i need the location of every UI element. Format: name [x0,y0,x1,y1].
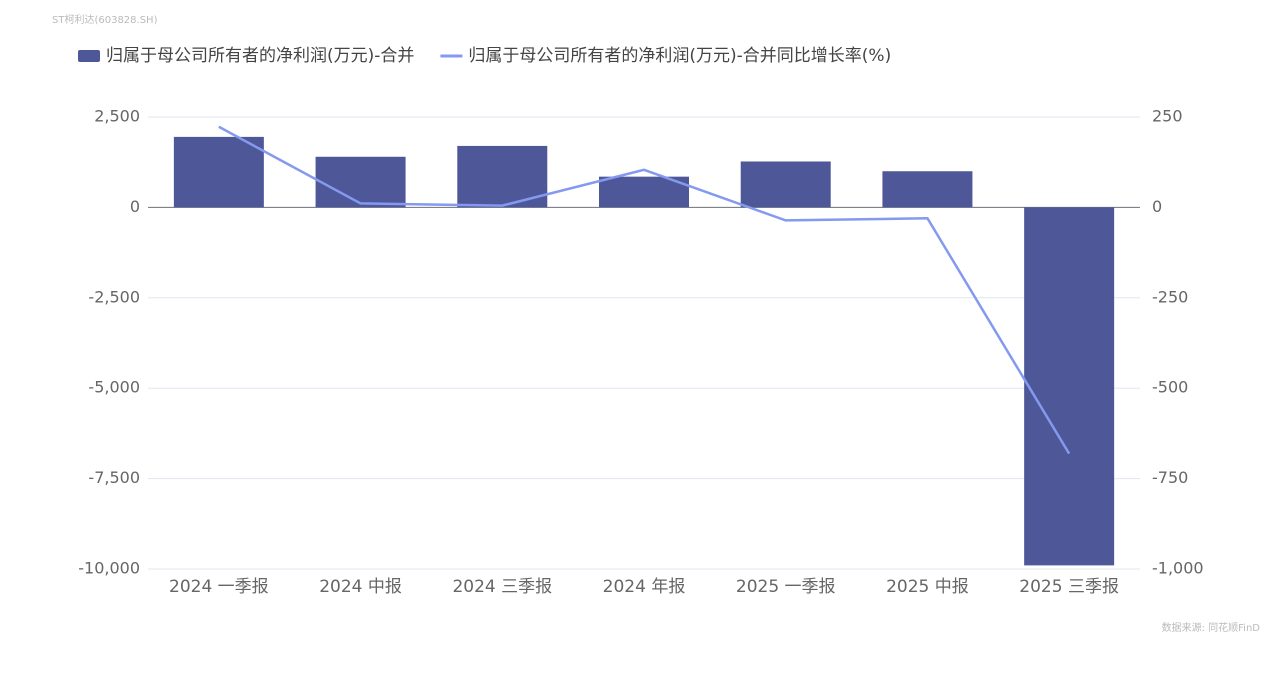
bar [315,156,406,208]
bar [882,171,973,208]
x-tick-label: 2024 中报 [319,577,402,597]
x-tick-label: 2025 三季报 [1019,577,1119,597]
x-tick-label: 2024 三季报 [452,577,552,597]
bar [1024,207,1115,566]
y2-tick-label: -250 [1152,287,1188,306]
y2-tick-label: -750 [1152,468,1188,487]
y-tick-label: -10,000 [78,559,140,578]
y-tick-label: -2,500 [88,287,140,306]
y2-tick-label: 0 [1152,197,1162,216]
chart-title: ST柯利达(603828.SH) [52,13,158,26]
bar [740,161,831,208]
legend-label: 归属于母公司所有者的净利润(万元)-合并同比增长率(%) [468,46,891,66]
y2-tick-label: -1,000 [1152,559,1204,578]
x-tick-label: 2024 一季报 [169,577,269,597]
legend-swatch [78,50,100,62]
bar [173,136,264,208]
x-tick-label: 2025 中报 [886,577,969,597]
x-tick-label: 2024 年报 [603,577,686,597]
x-tick-label: 2025 一季报 [736,577,836,597]
y-tick-label: 2,500 [94,107,140,126]
y2-tick-label: 250 [1152,107,1183,126]
legend-label: 归属于母公司所有者的净利润(万元)-合并 [106,46,414,66]
y-tick-label: -7,500 [88,468,140,487]
y2-tick-label: -500 [1152,378,1188,397]
source-note: 数据来源: 同花顺FinD [1162,621,1261,634]
line [218,125,1071,455]
y-tick-label: 0 [130,197,140,216]
y-tick-label: -5,000 [88,378,140,397]
